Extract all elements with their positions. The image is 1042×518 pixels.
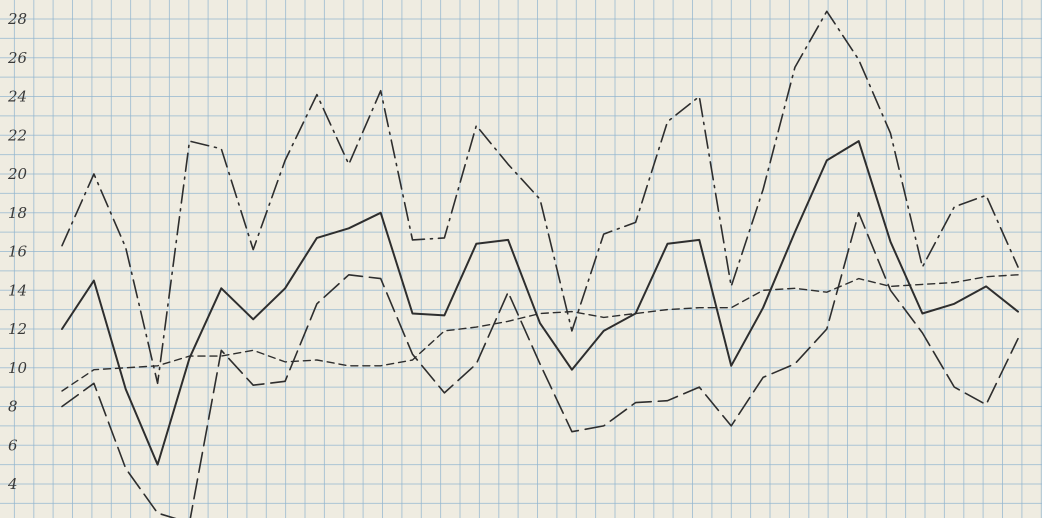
series-line-solid [61, 140, 1019, 466]
y-tick-label: 16 [8, 243, 28, 261]
y-tick-label: 8 [8, 398, 18, 416]
y-tick-label: 14 [8, 281, 27, 299]
y-tick-labels: 4 6 8 10 12 14 16 18 20 22 24 26 28 [7, 10, 28, 493]
y-tick-label: 22 [7, 126, 27, 144]
series-line-long-dash [61, 212, 1019, 518]
y-tick-label: 12 [8, 320, 27, 338]
y-tick-label: 4 [7, 475, 18, 493]
y-tick-label: 20 [7, 165, 28, 183]
y-tick-label: 6 [8, 436, 18, 454]
series-lines [61, 10, 1019, 518]
y-tick-label: 26 [7, 49, 28, 67]
y-tick-label: 18 [8, 204, 27, 222]
y-tick-label: 24 [7, 88, 27, 106]
series-line-dashed [61, 274, 1019, 392]
y-tick-label: 10 [8, 359, 28, 377]
y-tick-label: 28 [7, 10, 27, 28]
